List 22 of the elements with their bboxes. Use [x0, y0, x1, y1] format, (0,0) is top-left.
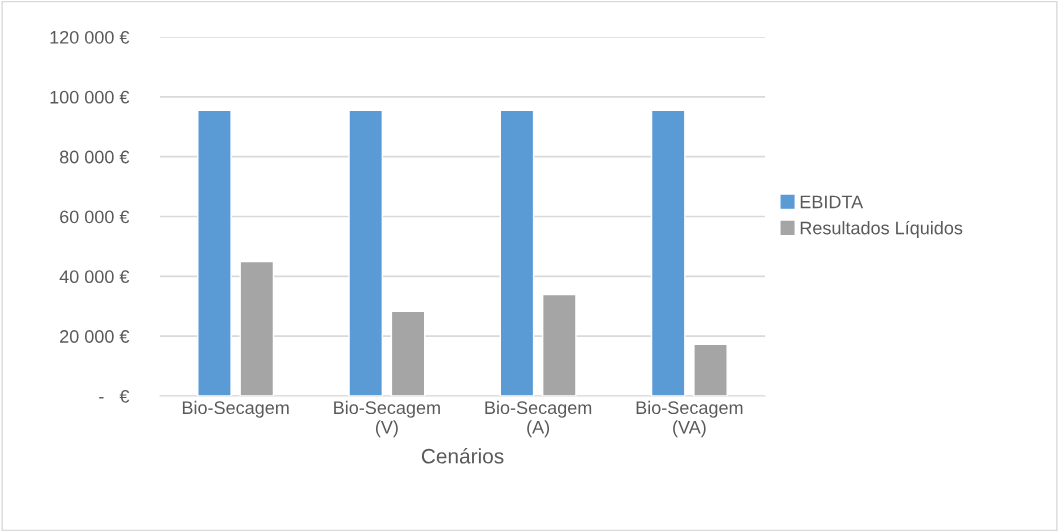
bar	[390, 310, 426, 396]
y-tick-label: - €	[99, 389, 130, 403]
y-tick-label: 100 000 €	[50, 90, 130, 104]
bar	[541, 293, 577, 396]
y-tick-label: 20 000 €	[60, 330, 130, 343]
x-tick-label: Bio-Secagem (A)	[485, 400, 592, 438]
x-tick-label: Bio-Secagem (VA)	[636, 400, 743, 438]
legend-label: Resultados Líquidos	[800, 220, 963, 238]
legend-label: EBIDTA	[800, 195, 864, 209]
y-tick-label: 120 000 €	[50, 30, 130, 44]
bar	[348, 109, 384, 396]
bar	[239, 260, 275, 396]
bar	[693, 343, 728, 396]
bar	[499, 109, 535, 396]
x-tick-label: Bio-Secagem	[182, 400, 289, 418]
bar	[197, 109, 232, 396]
y-tick-label: 60 000 €	[60, 210, 130, 224]
x-axis-title: Cenários	[421, 448, 504, 464]
y-tick-label: 40 000 €	[59, 270, 130, 284]
bar	[650, 109, 686, 396]
x-tick-label: Bio-Secagem (V)	[334, 400, 440, 438]
y-tick-label: 80 000 €	[59, 150, 130, 164]
